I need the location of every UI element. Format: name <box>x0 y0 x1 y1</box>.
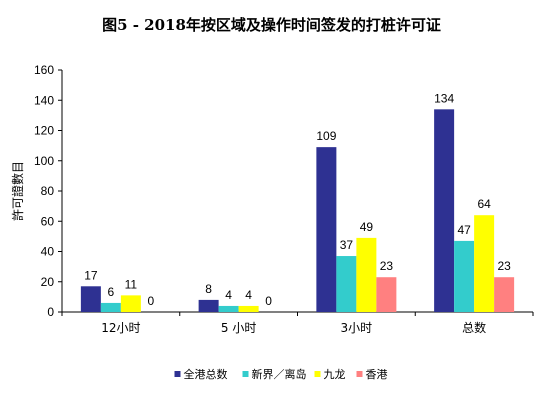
legend-label: 新界／离岛 <box>252 367 307 381</box>
bar <box>494 277 515 312</box>
y-tick-label: 20 <box>41 275 55 289</box>
y-tick-label: 40 <box>41 245 55 259</box>
bar <box>218 305 239 312</box>
bar-value-label: 47 <box>457 223 471 237</box>
bar <box>100 302 121 312</box>
bar-value-label: 49 <box>360 220 374 234</box>
bar <box>238 305 259 312</box>
chart-title: 图5 - 2018年按区域及操作时间签发的打桩许可证 <box>102 16 441 34</box>
bar-value-label: 8 <box>205 282 212 296</box>
legend-swatch <box>314 371 321 377</box>
bar-value-label: 4 <box>245 288 252 302</box>
x-tick-label: 12小时 <box>101 321 140 335</box>
bar <box>474 215 495 312</box>
bar <box>198 299 219 312</box>
bar-value-label: 134 <box>434 91 454 105</box>
legend-swatch <box>242 371 249 377</box>
bar <box>434 109 455 312</box>
bar <box>120 295 141 312</box>
bar-value-label: 0 <box>148 294 155 308</box>
legend-item: 全港总数 <box>174 367 228 381</box>
legend-item: 九龙 <box>314 368 346 381</box>
legend-swatch <box>356 371 363 377</box>
bar-value-label: 11 <box>125 277 138 291</box>
bar <box>316 147 337 312</box>
bar <box>336 256 357 312</box>
y-axis-title: 許可證數目 <box>10 161 25 221</box>
y-tick-label: 100 <box>34 154 54 168</box>
bar <box>80 286 101 312</box>
bar-value-label: 0 <box>265 294 272 308</box>
bar-value-label: 64 <box>477 197 491 211</box>
x-tick-label: 总数 <box>462 320 486 335</box>
y-tick-label: 80 <box>41 184 55 198</box>
bar-value-label: 37 <box>340 238 354 252</box>
bar-value-label: 4 <box>225 288 232 302</box>
legend-label: 九龙 <box>324 368 346 381</box>
bar <box>376 277 397 312</box>
legend: 全港总数 新界／离岛 九龙 香港 <box>174 367 388 381</box>
bar-value-label: 6 <box>108 285 115 299</box>
bar <box>356 237 377 312</box>
bar-value-label: 23 <box>497 259 511 273</box>
bar <box>454 240 475 312</box>
y-tick-label: 60 <box>41 214 55 228</box>
legend-swatch <box>174 371 181 377</box>
y-tick-label: 160 <box>34 63 54 77</box>
bar-value-label: 17 <box>84 268 98 282</box>
legend-item: 香港 <box>356 368 388 381</box>
bar-value-label: 23 <box>380 259 394 273</box>
y-tick-label: 120 <box>34 124 54 138</box>
y-tick-label: 140 <box>34 93 54 107</box>
y-tick-label: 0 <box>47 305 54 319</box>
legend-label: 香港 <box>366 368 388 381</box>
x-tick-label: 5 小时 <box>221 321 256 335</box>
legend-label: 全港总数 <box>184 367 228 381</box>
x-tick-label: 3小时 <box>341 321 373 335</box>
bar-value-label: 109 <box>316 129 336 143</box>
bars <box>80 109 515 312</box>
legend-item: 新界／离岛 <box>242 367 307 381</box>
